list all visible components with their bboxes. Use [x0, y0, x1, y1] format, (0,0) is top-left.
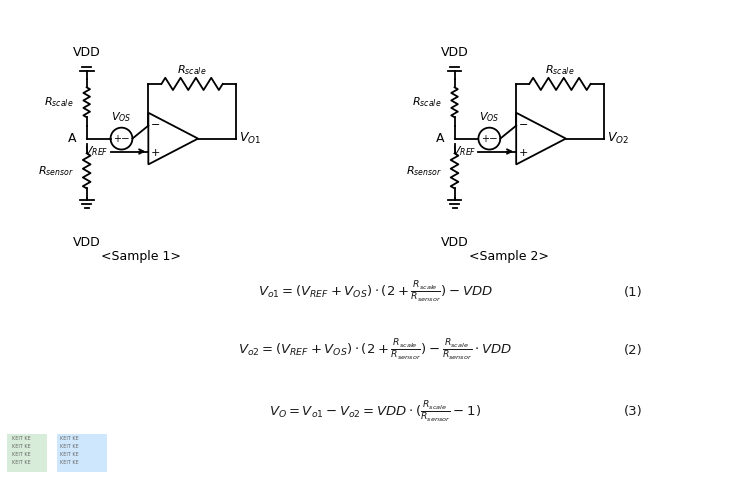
Text: +: +	[151, 148, 160, 158]
Text: −: −	[121, 133, 130, 143]
Text: KEIT KE: KEIT KE	[12, 444, 31, 449]
Text: KEIT KE: KEIT KE	[12, 452, 31, 457]
Text: VDD: VDD	[73, 236, 101, 249]
Text: $R_{sensor}$: $R_{sensor}$	[406, 164, 442, 178]
Text: $V_{REF}$: $V_{REF}$	[84, 145, 109, 158]
Text: $V_O = V_{o1} - V_{o2} = VDD\cdot(\frac{R_{scale}}{R_{sensor}} - 1)$: $V_O = V_{o1} - V_{o2} = VDD\cdot(\frac{…	[269, 400, 481, 424]
Text: −: −	[518, 120, 528, 130]
Text: $V_{OS}$: $V_{OS}$	[479, 110, 499, 124]
Text: +: +	[518, 148, 528, 158]
Bar	[57, 434, 107, 472]
Bar	[8, 434, 47, 472]
Text: $R_{scale}$: $R_{scale}$	[545, 63, 575, 77]
Text: KEIT KE: KEIT KE	[60, 444, 79, 449]
Text: +: +	[481, 133, 489, 143]
Text: VDD: VDD	[441, 236, 469, 249]
Text: (3): (3)	[624, 405, 643, 418]
Text: KEIT KE: KEIT KE	[60, 460, 79, 465]
Text: A: A	[68, 132, 77, 145]
Text: $R_{sensor}$: $R_{sensor}$	[38, 164, 74, 178]
Text: −: −	[151, 120, 160, 130]
Text: $V_{O2}$: $V_{O2}$	[607, 131, 629, 146]
Text: (2): (2)	[624, 344, 643, 357]
Text: VDD: VDD	[441, 46, 469, 59]
Text: <Sample 2>: <Sample 2>	[469, 250, 549, 263]
Text: $V_{o1} = (V_{REF} + V_{OS})\cdot(2+\frac{R_{scale}}{R_{sensor}}) - VDD$: $V_{o1} = (V_{REF} + V_{OS})\cdot(2+\fra…	[258, 280, 493, 305]
Text: KEIT KE: KEIT KE	[12, 460, 31, 465]
Text: (1): (1)	[624, 286, 643, 299]
Text: $V_{O1}$: $V_{O1}$	[239, 131, 261, 146]
Text: KEIT KE: KEIT KE	[60, 452, 79, 457]
Text: A: A	[436, 132, 445, 145]
Text: <Sample 1>: <Sample 1>	[101, 250, 181, 263]
Text: $V_{o2} = (V_{REF} + V_{OS})\cdot(2+\frac{R_{scale}}{R_{sensor}}) - \frac{R_{sca: $V_{o2} = (V_{REF} + V_{OS})\cdot(2+\fra…	[238, 338, 512, 363]
Text: $R_{scale}$: $R_{scale}$	[412, 96, 442, 109]
Text: $R_{scale}$: $R_{scale}$	[177, 63, 207, 77]
Text: $V_{OS}$: $V_{OS}$	[111, 110, 131, 124]
Text: KEIT KE: KEIT KE	[12, 436, 31, 441]
Text: VDD: VDD	[73, 46, 101, 59]
Text: +: +	[113, 133, 122, 143]
Text: $R_{scale}$: $R_{scale}$	[44, 96, 74, 109]
Text: −: −	[489, 133, 498, 143]
Text: $V_{REF}$: $V_{REF}$	[452, 145, 476, 158]
Text: KEIT KE: KEIT KE	[60, 436, 79, 441]
